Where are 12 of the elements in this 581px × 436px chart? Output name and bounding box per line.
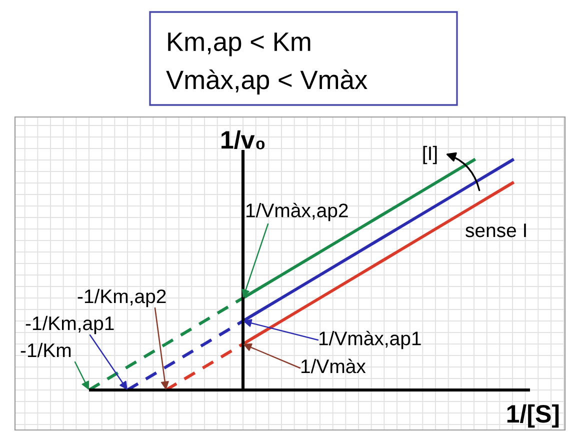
annotation: 1/Vmàx,ap2 bbox=[246, 202, 348, 222]
annotation: 1/Vmàx bbox=[301, 358, 366, 374]
annotation: 1/Vmàx,ap1 bbox=[319, 330, 421, 350]
annotation: [I] bbox=[423, 146, 437, 164]
text: -1/Km bbox=[20, 342, 71, 358]
chart-title: Km,ap < Km bbox=[168, 32, 310, 56]
y-axis-title: 1/v₀ bbox=[222, 130, 265, 150]
chart-subtitle: Vmàx,ap < Vmàx bbox=[166, 70, 368, 94]
annotation: sense I bbox=[466, 224, 526, 238]
x-axis-title: 1/[S] bbox=[507, 404, 559, 428]
annotation: -1/Km,ap2 bbox=[78, 288, 166, 308]
annotation: -1/Km,ap1 bbox=[26, 316, 114, 334]
